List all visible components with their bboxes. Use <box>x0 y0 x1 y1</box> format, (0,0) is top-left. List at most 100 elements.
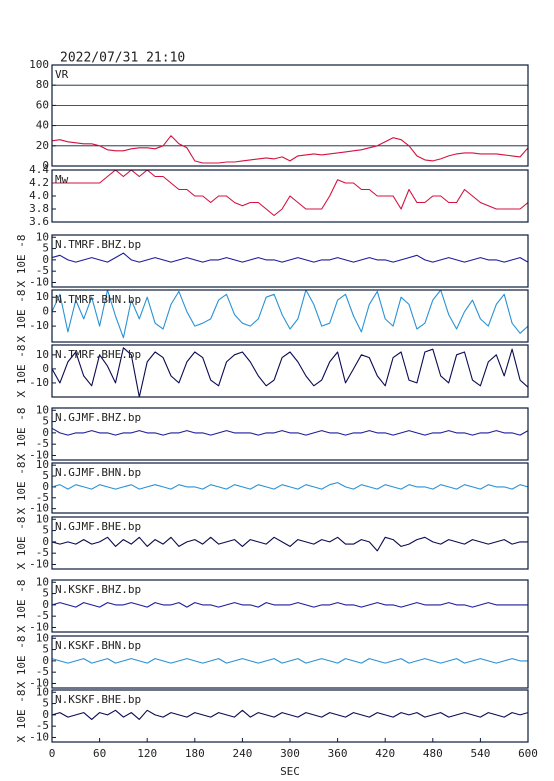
panel-label: N.KSKF.BHZ.bp <box>55 583 141 596</box>
x-tick-label: 600 <box>518 747 538 760</box>
panel-label: N.TMRF.BHE.bp <box>55 348 141 361</box>
y-tick-label: 5 <box>42 587 49 600</box>
panel-frame <box>51 344 529 398</box>
panel-label: N.TMRF.BHN.bp <box>55 293 141 306</box>
x-axis-label: SEC <box>280 765 300 778</box>
y-tick-label: 4.2 <box>29 176 49 189</box>
y-tick-label: 0 <box>42 598 49 611</box>
y-tick-label: -5 <box>36 719 49 732</box>
panel-frame <box>51 407 529 461</box>
x-tick-label: 60 <box>93 747 106 760</box>
y-tick-label: 10 <box>36 685 49 698</box>
y-tick-label: 10 <box>36 403 49 416</box>
y-tick-label: 10 <box>36 575 49 588</box>
y-tick-label: 80 <box>36 78 49 91</box>
waveform <box>52 536 528 552</box>
waveform <box>52 602 528 608</box>
y-axis-label: X 10E -8 <box>15 690 28 743</box>
panel-frame <box>51 516 529 570</box>
waveform <box>52 170 528 217</box>
y-tick-label: 40 <box>36 119 49 132</box>
y-tick-label: 0 <box>42 708 49 721</box>
y-tick-label: 0 <box>42 426 49 439</box>
y-axis-label: X 10E -8 <box>15 290 28 343</box>
y-axis-label: X 10E -8 <box>15 408 28 461</box>
panel-label: N.TMRF.BHZ.bp <box>55 238 141 251</box>
panel-label: N.KSKF.BHN.bp <box>55 639 141 652</box>
waveform <box>52 135 528 164</box>
y-tick-label: 3.6 <box>29 215 49 228</box>
y-tick-label: 0 <box>42 253 49 266</box>
x-tick-label: 420 <box>375 747 395 760</box>
y-tick-label: 10 <box>36 290 49 303</box>
y-tick-label: -10 <box>29 275 49 288</box>
x-tick-label: 540 <box>470 747 490 760</box>
y-tick-label: -10 <box>29 448 49 461</box>
y-tick-label: 100 <box>29 58 49 71</box>
y-tick-label: -5 <box>36 491 49 504</box>
y-tick-label: 5 <box>42 242 49 255</box>
x-tick-label: 240 <box>232 747 252 760</box>
x-tick-label: 480 <box>423 747 443 760</box>
panel-label: N.GJMF.BHN.bp <box>55 466 141 479</box>
panel-frame <box>51 289 529 343</box>
x-tick-label: 0 <box>49 747 56 760</box>
y-tick-label: -5 <box>36 437 49 450</box>
y-axis-label: X 10E -8 <box>15 636 28 689</box>
waveform <box>52 290 528 339</box>
panel-frame <box>51 64 529 167</box>
x-tick-label: 180 <box>185 747 205 760</box>
panel-label: VR <box>55 68 69 81</box>
y-tick-label: 5 <box>42 697 49 710</box>
y-axis-label: X 10E -8 <box>15 345 28 398</box>
waveform <box>52 482 528 490</box>
y-tick-label: 0 <box>42 362 49 375</box>
panel-frame <box>51 579 529 633</box>
x-tick-label: 300 <box>280 747 300 760</box>
y-axis-label: X 10E -8 <box>15 580 28 633</box>
y-tick-label: 60 <box>36 98 49 111</box>
y-tick-label: 0 <box>42 305 49 318</box>
y-tick-label: 5 <box>42 469 49 482</box>
y-axis-label: X 10E -8 <box>15 517 28 570</box>
panel-label: N.KSKF.BHE.bp <box>55 693 141 706</box>
y-tick-label: -10 <box>29 620 49 633</box>
y-tick-label: 5 <box>42 643 49 656</box>
panel-label: N.GJMF.BHE.bp <box>55 520 141 533</box>
y-tick-label: 10 <box>36 512 49 525</box>
y-tick-label: -5 <box>36 546 49 559</box>
waveform <box>52 709 528 720</box>
y-tick-label: 20 <box>36 139 49 152</box>
waveform <box>52 658 528 664</box>
y-tick-label: 5 <box>42 524 49 537</box>
waveform <box>52 347 528 397</box>
y-tick-label: 3.8 <box>29 202 49 215</box>
waveform <box>52 427 528 436</box>
y-tick-label: 10 <box>36 631 49 644</box>
panel-frame <box>51 635 529 689</box>
y-tick-label: 10 <box>36 230 49 243</box>
y-tick-label: 5 <box>42 415 49 428</box>
figure-title: 2022/07/31 21:10 <box>60 51 185 66</box>
x-tick-label: 360 <box>328 747 348 760</box>
panel-frame <box>51 234 529 288</box>
y-tick-label: -10 <box>29 557 49 570</box>
y-tick-label: -5 <box>36 665 49 678</box>
panel-label: Mw <box>55 173 69 186</box>
y-axis-label: X 10E -8 <box>15 462 28 515</box>
y-axis-label: X 10E -8 <box>15 235 28 288</box>
waveform <box>52 252 528 263</box>
y-tick-label: 0 <box>42 654 49 667</box>
y-tick-label: 0 <box>42 159 49 172</box>
y-tick-label: -5 <box>36 264 49 277</box>
y-tick-label: 4.4 <box>29 163 49 176</box>
y-tick-label: -10 <box>29 376 49 389</box>
y-tick-label: -10 <box>29 730 49 743</box>
x-tick-label: 120 <box>137 747 157 760</box>
panel-frame <box>51 462 529 514</box>
y-tick-label: -10 <box>29 319 49 332</box>
y-tick-label: 0 <box>42 535 49 548</box>
panel-label: N.GJMF.BHZ.bp <box>55 411 141 424</box>
y-tick-label: -10 <box>29 676 49 689</box>
